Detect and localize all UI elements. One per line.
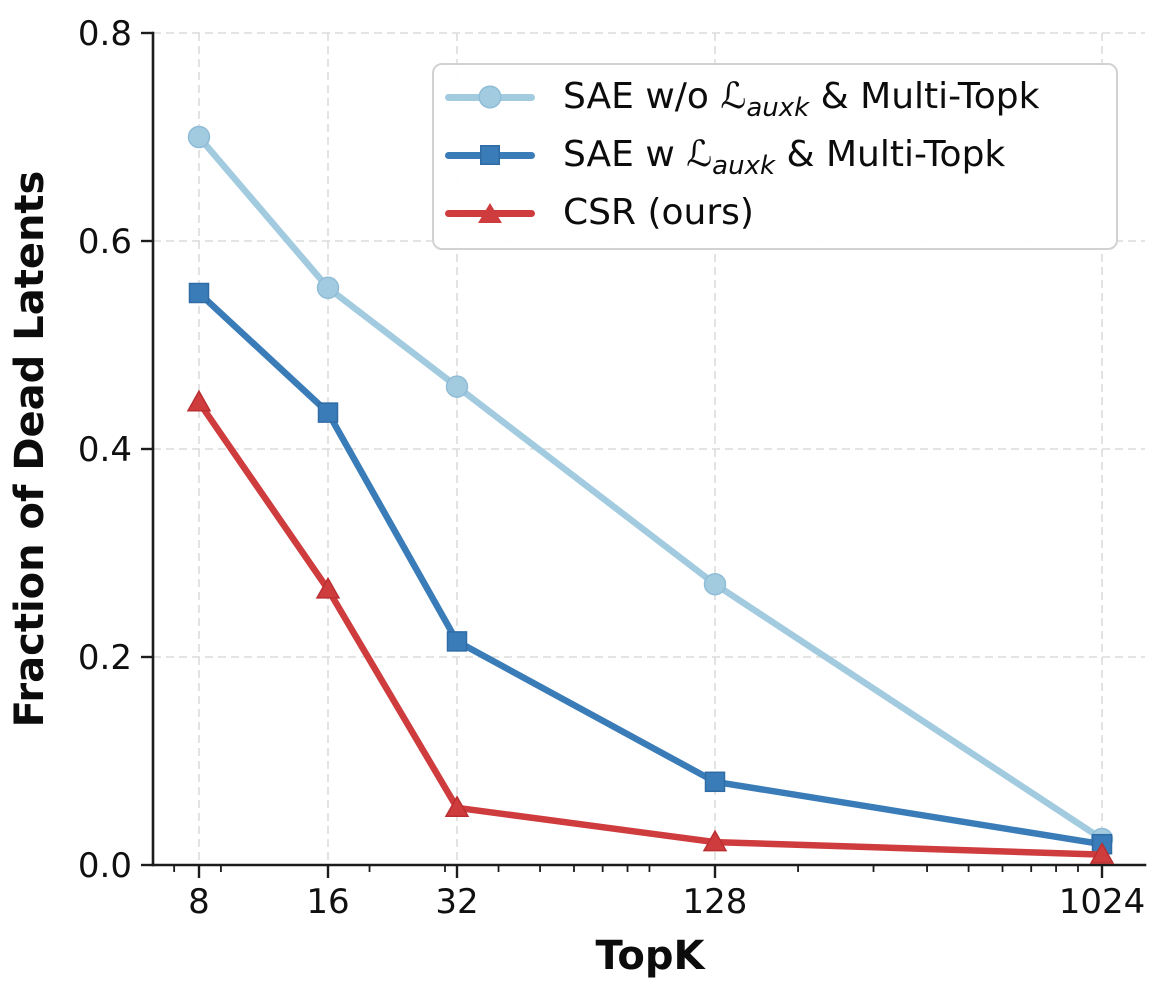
series-sae-w-auxk [188,282,1113,855]
circle-marker-icon [316,276,340,300]
legend-label: CSR (ours) [563,192,754,233]
series-line-csr-ours [195,398,1106,858]
triangle-marker-icon [186,389,212,412]
y-tick-label: 0.0 [78,846,132,886]
legend: SAE w/o ℒauxk & Multi-Topk SAE w ℒauxk &… [432,63,1118,250]
series-csr-ours [186,389,1115,864]
mathcal-L-symbol: ℒ [686,134,713,175]
y-tick-label: 0.8 [78,14,132,54]
gridlines [153,32,1145,865]
legend-item-sae-wo-auxk: SAE w/o ℒauxk & Multi-Topk [445,68,1102,126]
mathcal-L-symbol: ℒ [720,76,747,117]
square-marker-icon [188,282,210,304]
x-tick-label: 16 [306,882,349,922]
y-tick-label: 0.4 [78,430,132,470]
y-tick-label: 0.6 [78,222,132,262]
legend-item-sae-w-auxk: SAE w ℒauxk & Multi-Topk [445,126,1102,184]
series-line-sae-w-auxk [195,289,1106,848]
y-tick-label: 0.2 [78,638,132,678]
x-axis-label: TopK [595,933,705,979]
legend-item-csr-ours: CSR (ours) [445,184,1102,242]
legend-handle [445,82,535,112]
circle-marker-icon [445,375,469,398]
x-tick-label: 8 [188,882,210,922]
triangle-marker-icon [1089,842,1115,864]
y-axis-label: Fraction of Dead Latents [7,170,53,728]
square-marker-icon [704,771,726,793]
x-tick-label: 32 [435,882,478,922]
x-tick-label: 128 [683,882,748,922]
x-tick-label: 1024 [1059,882,1146,922]
triangle-marker-icon [702,829,728,852]
tick-labels: 8 16 32 128 1024 0.0 0.2 0.4 0.6 0.8 [78,14,1145,922]
legend-label: SAE w ℒauxk & Multi-Topk [563,134,1006,182]
square-marker-icon [480,145,500,165]
triangle-marker-icon [315,576,341,599]
circle-marker-icon [187,125,211,149]
square-marker-icon [317,402,339,423]
circle-marker-icon [478,85,502,109]
circle-marker-icon [703,572,727,596]
legend-label: SAE w/o ℒauxk & Multi-Topk [563,76,1040,124]
triangle-marker-icon [444,795,470,818]
legend-handle [445,140,535,170]
square-marker-icon [446,631,468,652]
tick-marks [141,31,1104,878]
legend-handle [445,198,535,228]
